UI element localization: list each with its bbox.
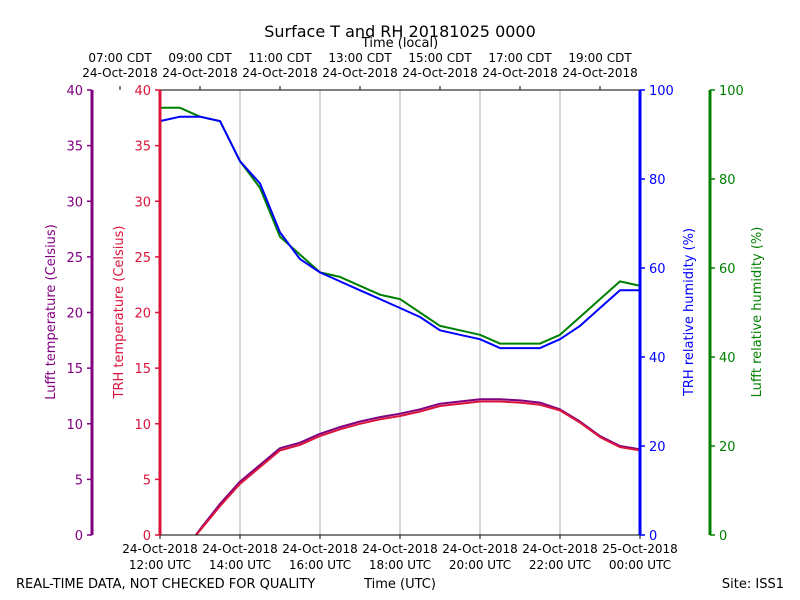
lufft-humidity-axis-tick-label: 20 [719,440,736,455]
x-tick-label-date: 24-Oct-2018 [442,542,518,556]
trh-temperature-axis-tick-label: 25 [134,251,151,266]
quality-disclaimer: REAL-TIME DATA, NOT CHECKED FOR QUALITY [16,577,315,592]
site-label: Site: ISS1 [722,577,784,592]
trh-temperature-axis-tick-label: 0 [143,529,151,544]
lufft-humidity-axis-tick-label: 0 [719,529,727,544]
trh-temperature-axis-tick-label: 20 [134,307,151,322]
x-tick-label-date: 24-Oct-2018 [362,542,438,556]
chart-title: Surface T and RH 20181025 0000 [264,22,536,41]
series-line-trh_rh [159,115,640,350]
trh-humidity-axis-tick-label: 100 [649,84,674,99]
lufft-humidity-axis-tick-label: 80 [719,173,736,188]
top-tick-label-date: 24-Oct-2018 [322,66,398,80]
top-tick-label-time: 17:00 CDT [488,51,552,65]
x-tick-label-time: 22:00 UTC [529,558,591,572]
trh-temperature-axis-tick-label: 30 [134,195,151,210]
x-tick-label-date: 24-Oct-2018 [282,542,358,556]
top-tick-label-time: 11:00 CDT [248,51,312,65]
lufft-humidity-axis-tick-label: 40 [719,351,736,366]
lufft-temperature-axis-label: Lufft temperature (Celsius) [44,224,59,400]
lufft-humidity-axis-tick-label: 60 [719,262,736,277]
x-tick-label-date: 25-Oct-2018 [602,542,678,556]
top-tick-label-time: 15:00 CDT [408,51,472,65]
trh-humidity-axis-tick-label: 0 [649,529,657,544]
lufft-humidity-axis-tick-label: 100 [719,84,744,99]
lufft-humidity-axis-label: Lufft relative humidity (%) [750,227,765,398]
x-tick-label-date: 24-Oct-2018 [202,542,278,556]
series-layer [159,106,641,536]
x-tick-label-time: 00:00 UTC [609,558,671,572]
top-tick-label-date: 24-Oct-2018 [482,66,558,80]
lufft-temperature-axis-tick-label: 35 [66,140,83,155]
x-tick-label-time: 20:00 UTC [449,558,511,572]
x-axis-label: Time (UTC) [363,577,436,592]
top-tick-label-time: 19:00 CDT [568,51,632,65]
lufft-temperature-axis-tick-label: 10 [66,418,83,433]
lufft-temperature-axis-tick-label: 5 [75,473,83,488]
axes-layer: 24-Oct-2018 12:00 UTC 24-Oct-2018 14:00 UTC… [66,51,743,572]
trh-humidity-axis-tick-label: 60 [649,262,666,277]
x-tick-label-time: 14:00 UTC [209,558,271,572]
lufft-temperature-axis-tick-label: 0 [75,529,83,544]
series-line-trh_temp [195,400,641,536]
trh-humidity-axis-label: TRH relative humidity (%) [682,228,697,397]
x-tick-label-time: 16:00 UTC [289,558,351,572]
trh-humidity-axis-tick-label: 80 [649,173,666,188]
top-tick-label-date: 24-Oct-2018 [562,66,638,80]
x-tick-label-date: 24-Oct-2018 [522,542,598,556]
trh-temperature-axis-tick-label: 5 [143,473,151,488]
trh-humidity-axis-tick-label: 40 [649,351,666,366]
top-tick-label-time: 09:00 CDT [168,51,232,65]
top-tick-label-date: 24-Oct-2018 [162,66,238,80]
lufft-temperature-axis-tick-label: 15 [66,362,83,377]
trh-temperature-axis-tick-label: 15 [134,362,151,377]
lufft-temperature-axis-tick-label: 30 [66,195,83,210]
lufft-temperature-axis-tick-label: 40 [66,84,83,99]
top-tick-label-time: 07:00 CDT [88,51,152,65]
trh-temperature-axis-tick-label: 40 [134,84,151,99]
x-tick-label-date: 24-Oct-2018 [122,542,198,556]
top-tick-label-date: 24-Oct-2018 [82,66,158,80]
trh-temperature-axis-tick-label: 10 [134,418,151,433]
trh-temperature-axis-tick-label: 35 [134,140,151,155]
top-tick-label-date: 24-Oct-2018 [242,66,318,80]
grid-lines [159,90,641,535]
lufft-temperature-axis-tick-label: 20 [66,307,83,322]
trh-temperature-axis-label: TRH temperature (Celsius) [112,226,127,400]
top-tick-label-date: 24-Oct-2018 [402,66,478,80]
trh-humidity-axis-tick-label: 20 [649,440,666,455]
x-tick-label-time: 12:00 UTC [129,558,191,572]
top-axis-label: Time (local) [361,36,438,51]
top-tick-label-time: 13:00 CDT [328,51,392,65]
x-tick-label-time: 18:00 UTC [369,558,431,572]
lufft-temperature-axis-tick-label: 25 [66,251,83,266]
